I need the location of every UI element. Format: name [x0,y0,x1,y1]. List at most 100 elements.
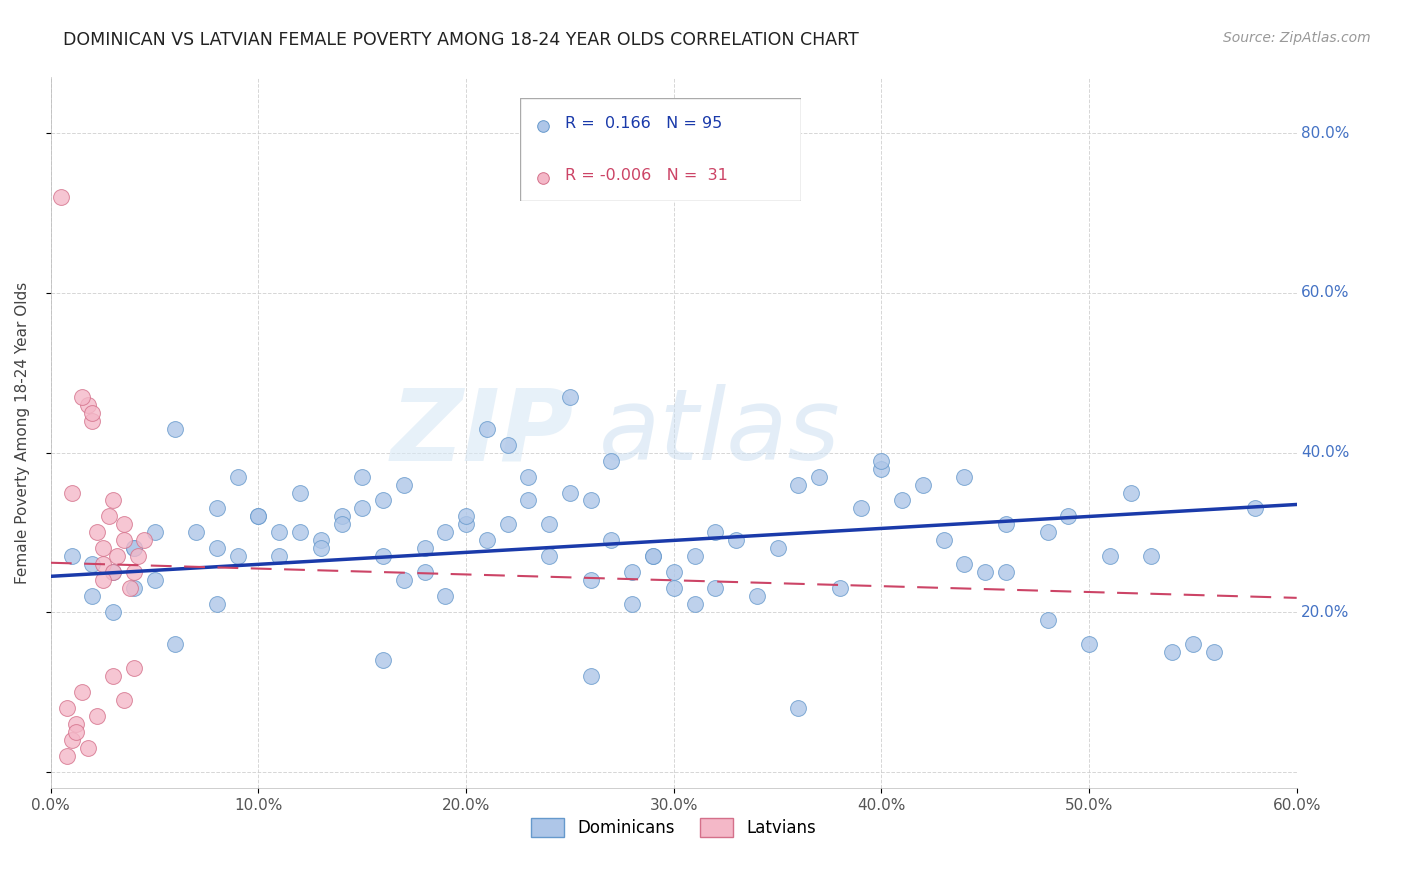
Point [112,693,135,707]
Point [662,566,685,580]
Point [953,469,976,483]
Point [621,597,644,611]
Point [870,461,893,475]
Point [309,533,332,548]
Point [122,541,145,556]
Point [870,453,893,467]
Point [118,582,141,596]
Point [101,566,124,580]
Point [65,725,87,739]
Text: Source: ZipAtlas.com: Source: ZipAtlas.com [1223,31,1371,45]
Point [60,733,83,747]
Point [932,533,955,548]
Point [165,637,187,651]
Point [98,509,121,524]
Point [101,566,124,580]
Point [105,549,128,564]
Point [475,533,498,548]
Text: 60.0%: 60.0% [1301,285,1350,301]
Point [517,493,540,508]
Point [994,566,1017,580]
Point [745,589,768,603]
Point [122,582,145,596]
Text: atlas: atlas [599,384,841,481]
Point [371,493,394,508]
Point [60,549,83,564]
Point [352,501,374,516]
Point [309,541,332,556]
Point [1181,637,1204,651]
Point [101,605,124,619]
Point [65,717,87,731]
Point [808,469,831,483]
Point [82,589,104,603]
Point [91,558,114,572]
Point [725,533,748,548]
Point [165,422,187,436]
Point [392,574,415,588]
Point [91,541,114,556]
Point [371,549,394,564]
Text: R =  0.166   N = 95: R = 0.166 N = 95 [565,116,723,131]
Point [70,390,93,404]
Point [787,477,810,491]
Point [434,525,457,540]
Point [683,597,706,611]
Point [413,541,436,556]
Point [112,533,135,548]
Point [247,509,270,524]
Legend: Dominicans, Latvians: Dominicans, Latvians [524,811,824,844]
Text: 40.0%: 40.0% [1301,445,1350,460]
Point [143,525,166,540]
Point [288,485,311,500]
Point [1098,549,1121,564]
Text: ZIP: ZIP [391,384,574,481]
Point [127,549,149,564]
Point [70,685,93,699]
Point [538,549,561,564]
Point [205,597,228,611]
Point [77,740,100,755]
Point [122,661,145,675]
Point [330,517,353,532]
Text: R = -0.006   N =  31: R = -0.006 N = 31 [565,169,728,183]
Point [82,406,104,420]
Point [269,525,291,540]
Point [392,477,415,491]
Point [704,582,727,596]
Point [600,533,623,548]
Point [558,390,581,404]
Point [352,469,374,483]
Point [766,541,789,556]
Point [456,517,478,532]
Point [371,653,394,667]
Point [994,517,1017,532]
Point [51,190,73,204]
Point [1119,485,1142,500]
Point [1140,549,1163,564]
Point [122,566,145,580]
Point [56,748,79,763]
Point [112,517,135,532]
Point [91,574,114,588]
Point [1244,501,1267,516]
Point [101,669,124,683]
Point [247,509,270,524]
Point [101,493,124,508]
Point [558,485,581,500]
Point [579,574,602,588]
Text: DOMINICAN VS LATVIAN FEMALE POVERTY AMONG 18-24 YEAR OLDS CORRELATION CHART: DOMINICAN VS LATVIAN FEMALE POVERTY AMON… [63,31,859,49]
Point [849,501,872,516]
Point [579,493,602,508]
Point [787,701,810,715]
Point [82,414,104,428]
Point [288,525,311,540]
Point [1057,509,1080,524]
Point [1078,637,1101,651]
Text: 80.0%: 80.0% [1301,126,1350,141]
Text: 20.0%: 20.0% [1301,605,1350,620]
Point [134,533,156,548]
Point [579,669,602,683]
Point [531,171,554,186]
Point [1161,645,1184,659]
